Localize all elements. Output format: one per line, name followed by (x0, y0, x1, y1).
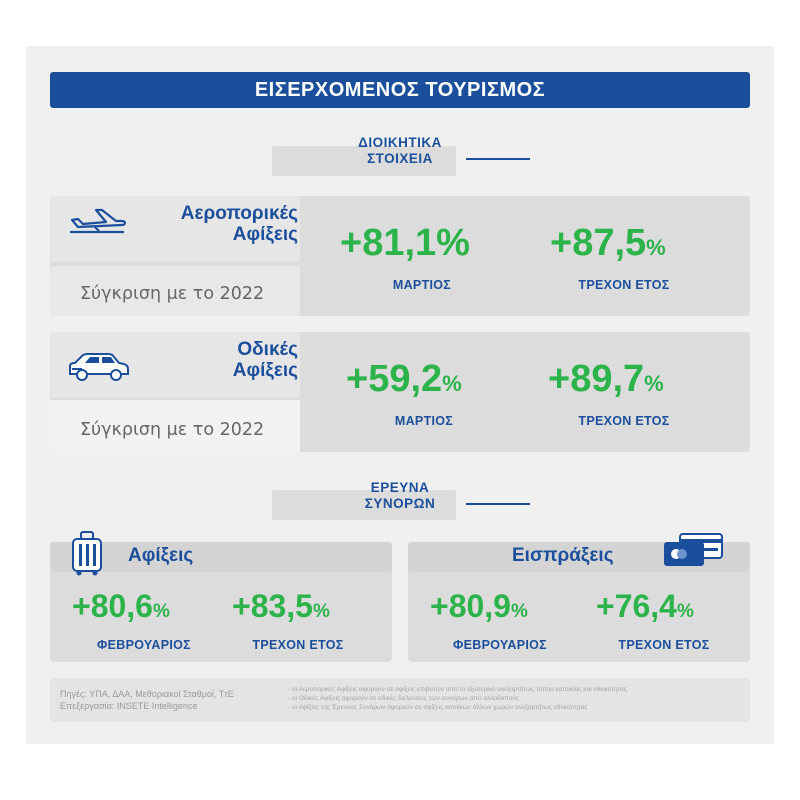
road-title-line2: Αφίξεις (232, 360, 298, 381)
footer-note-2: - οι Οδικές Αφίξεις αφορούν σε οδικές δι… (288, 695, 520, 702)
air-title-line1: Αεροπορικές (180, 203, 298, 224)
receipts-ytd-number: +76,4 (596, 588, 677, 624)
receipts-ytd-value: +76,4% (596, 588, 694, 625)
air-march-number: +81,1% (340, 222, 470, 264)
air-arrivals-title: Αεροπορικές Αφίξεις (130, 203, 298, 245)
road-compare-box (50, 400, 300, 452)
receipts-ytd-label: ΤΡΕΧΟΝ ΕΤΟΣ (618, 638, 710, 652)
road-march-label: ΜΑΡΤΙΟΣ (394, 414, 454, 428)
arrivals-ytd-number: +83,5 (232, 588, 313, 624)
credit-cards-icon (664, 533, 723, 566)
airplane-icon (70, 208, 127, 234)
air-title-box (50, 196, 300, 262)
section-title-border-line1: ΕΡΕΥΝΑ (370, 480, 430, 495)
arrivals-feb-percent: % (152, 601, 170, 622)
air-ytd-value: +87,5% (550, 222, 666, 265)
footer-note-3: - οι Αφίξεις της Έρευνας Συνόρων αφορούν… (288, 704, 588, 711)
road-ytd-percent: % (644, 371, 664, 396)
road-march-number: +59,2 (346, 358, 443, 400)
arrivals-title: Αφίξεις (128, 545, 194, 566)
section-title-border: ΕΡΕΥΝΑ ΣΥΝΟΡΩΝ (330, 480, 470, 512)
air-title-line2: Αφίξεις (232, 224, 298, 245)
air-compare-box (50, 266, 300, 316)
road-ytd-value: +89,7% (548, 358, 664, 401)
section-underline-border (466, 503, 530, 505)
footer-notes: - οι Αεροπορικές Αφίξεις αφορούν σε αφίξ… (288, 685, 627, 712)
air-ytd-number: +87,5 (550, 222, 647, 264)
road-arrivals-title: Οδικές Αφίξεις (150, 339, 298, 381)
air-compare-text: Σύγκριση με το 2022 (80, 284, 265, 304)
section-title-admin-line1: ΔΙΟΙΚΗΤΙΚΑ (358, 135, 442, 150)
section-tab-border (272, 490, 456, 520)
arrivals-ytd-percent: % (312, 601, 330, 622)
air-ytd-label: ΤΡΕΧΟΝ ΕΤΟΣ (578, 278, 670, 292)
air-march-value: +81,1% (340, 222, 470, 265)
luggage-icon (72, 531, 102, 576)
car-icon (69, 353, 129, 381)
road-march-value: +59,2% (346, 358, 462, 401)
footer-source-line1: Πηγές: ΥΠΑ, ΔΑΑ, Μεθοριακοί Σταθμοί, ΤτΕ (60, 689, 234, 699)
footer-source-line2: Επεξεργασία: INSETE Intelligence (60, 701, 198, 711)
arrivals-feb-number: +80,6 (72, 588, 153, 624)
section-title-border-line2: ΣΥΝΟΡΩΝ (364, 496, 436, 511)
road-title-line1: Οδικές (237, 339, 298, 360)
section-title-admin: ΔΙΟΙΚΗΤΙΚΑ ΣΤΟΙΧΕΙΑ (330, 135, 470, 167)
arrivals-ytd-value: +83,5% (232, 588, 330, 625)
page-title: ΕΙΣΕΡΧΟΜΕΝΟΣ ΤΟΥΡΙΣΜΟΣ (50, 72, 750, 108)
section-tab-admin (272, 146, 456, 176)
footer-box (50, 678, 750, 722)
receipts-title: Εισπράξεις (512, 545, 614, 566)
receipts-feb-percent: % (510, 601, 528, 622)
receipts-feb-value: +80,9% (430, 588, 528, 625)
arrivals-feb-label: ΦΕΒΡΟΥΑΡΙΟΣ (97, 638, 191, 652)
road-march-percent: % (442, 371, 462, 396)
footer-sources: Πηγές: ΥΠΑ, ΔΑΑ, Μεθοριακοί Σταθμοί, ΤτΕ… (60, 688, 234, 712)
arrivals-title-strip (50, 542, 392, 572)
footer-note-1: - οι Αεροπορικές Αφίξεις αφορούν σε αφίξ… (288, 686, 627, 693)
arrivals-feb-value: +80,6% (72, 588, 170, 625)
air-ytd-percent: % (646, 235, 666, 260)
section-underline-admin (466, 158, 530, 160)
road-ytd-number: +89,7 (548, 358, 645, 400)
receipts-ytd-percent: % (676, 601, 694, 622)
air-march-label: ΜΑΡΤΙΟΣ (392, 278, 452, 292)
section-title-admin-line2: ΣΤΟΙΧΕΙΑ (367, 151, 433, 166)
road-ytd-label: ΤΡΕΧΟΝ ΕΤΟΣ (578, 414, 670, 428)
arrivals-ytd-label: ΤΡΕΧΟΝ ΕΤΟΣ (252, 638, 344, 652)
receipts-feb-number: +80,9 (430, 588, 511, 624)
receipts-feb-label: ΦΕΒΡΟΥΑΡΙΟΣ (453, 638, 547, 652)
road-compare-text: Σύγκριση με το 2022 (80, 420, 265, 440)
